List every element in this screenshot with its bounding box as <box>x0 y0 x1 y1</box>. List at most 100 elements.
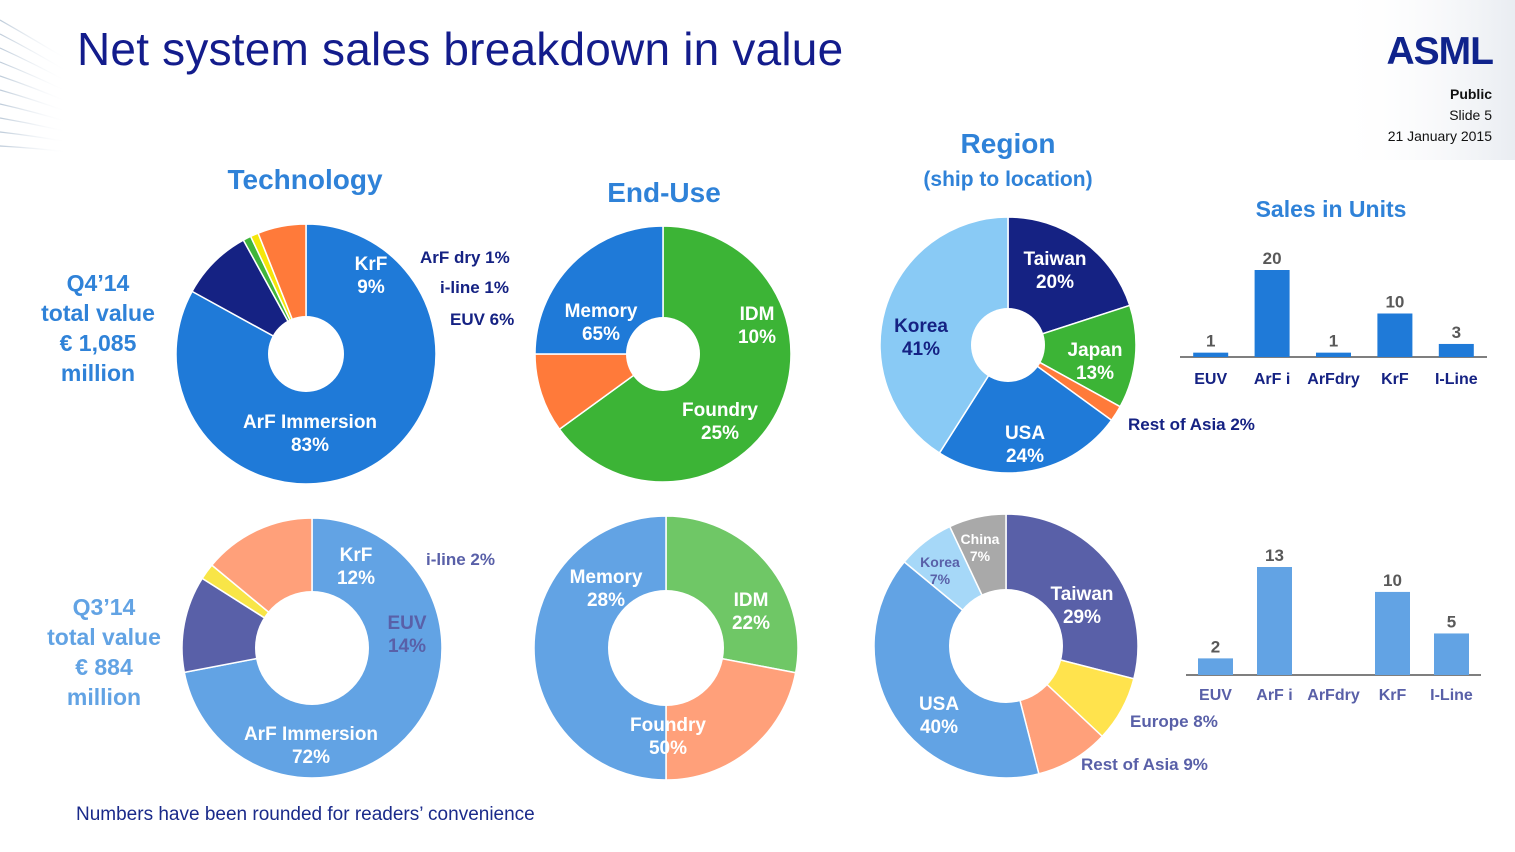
region-q4-label-line: 13% <box>1076 363 1114 384</box>
tech-q3-label-arf-immersion: ArF Immersion 72% <box>244 724 378 768</box>
tech-q3-label-line: 14% <box>388 636 426 657</box>
tech-q3-label-krf: KrF 12% <box>337 545 375 589</box>
tech-q3-label-i-line-2: i-line 2% <box>426 550 495 569</box>
region-q3-donut-hole <box>949 589 1063 703</box>
enduse-q3-label-line: 50% <box>649 738 687 759</box>
enduse-q4-donut-hole <box>626 317 700 391</box>
region-q3-label-line: Taiwan <box>1051 584 1114 605</box>
tech-q4-slice-arf-immersion <box>175 223 437 485</box>
row-label-period: Q4’14 <box>66 270 130 296</box>
enduse-q3-label-idm: IDM 22% <box>732 590 770 634</box>
units-q3-value-label-arf-i: 13 <box>1265 546 1284 565</box>
tech-q3-label-line: 12% <box>337 568 375 589</box>
region-q3-label-usa: USA 40% <box>919 694 959 738</box>
region-q3-label-line: Korea <box>920 554 960 570</box>
region-q4-label-line: Japan <box>1068 340 1123 361</box>
units-q4-value-label-krf: 10 <box>1385 293 1404 312</box>
enduse-q4-slice-idm <box>534 353 666 431</box>
enduse-q3-label-foundry: Foundry 50% <box>630 715 706 759</box>
units-q3-category-label-krf: KrF <box>1379 687 1407 704</box>
units-q3-value-label-euv: 2 <box>1211 637 1220 656</box>
units-q3-bar-krf <box>1375 591 1410 675</box>
region-q4-slice-korea <box>879 216 1009 455</box>
units-q4-bar-arfdry <box>1316 352 1351 357</box>
header-swoosh-decoration <box>0 19 69 153</box>
region-q3-label-line: 40% <box>920 717 958 738</box>
region-q4-label-line: 20% <box>1036 272 1074 293</box>
enduse-q4-label-line: 65% <box>582 324 620 345</box>
region-q4-label-line: 24% <box>1006 446 1044 467</box>
region-q4-label-line: Rest of Asia 2% <box>1128 415 1255 434</box>
region-q3-label-line: China <box>961 531 1000 547</box>
units-q4-value-label-euv: 1 <box>1206 332 1215 351</box>
units-q3-category-label-arf-i: ArF i <box>1256 687 1292 704</box>
region-q4-slice-usa <box>938 343 1113 474</box>
tech-q4-label-line: 83% <box>291 435 329 456</box>
region-q3-label-line: Rest of Asia 9% <box>1081 755 1208 774</box>
row-label-line2: total value <box>47 624 161 650</box>
page-title: Net system sales breakdown in value <box>77 23 844 75</box>
units-q4-category-label-arf-i: ArF i <box>1254 371 1290 388</box>
units-q4-bar-krf <box>1377 313 1413 357</box>
units-q3-category-label-euv: EUV <box>1199 687 1232 704</box>
asml-logo: ASML <box>1386 30 1494 73</box>
enduse-q4-label-memory: Memory 65% <box>565 301 638 345</box>
tech-q4-label-krf: KrF 9% <box>355 254 388 298</box>
region-q4-label-korea: Korea 41% <box>894 316 948 360</box>
tech-q4-label-line: KrF <box>355 254 388 275</box>
region-q3-label-taiwan: Taiwan 29% <box>1051 584 1114 628</box>
units-q4-value-label-arf-i: 20 <box>1263 249 1282 268</box>
region-q3-label-rest-of-asia-9: Rest of Asia 9% <box>1081 755 1208 774</box>
region-q4-label-line: USA <box>1005 423 1045 444</box>
enduse-q4-label-line: 10% <box>738 327 776 348</box>
units-q4-bar-arf-i <box>1254 270 1290 357</box>
region-q3-label-line: 7% <box>930 571 951 587</box>
tech-q3-label-line: KrF <box>340 545 373 566</box>
units-q3-bar-i-line <box>1434 633 1469 675</box>
slide-number: Slide 5 <box>1449 107 1492 123</box>
units-q3-value-label-krf: 10 <box>1383 571 1402 590</box>
enduse-q4-slice-foundry <box>534 225 664 355</box>
enduse-q3-donut-hole <box>608 590 724 706</box>
region-q4-donut-hole <box>971 308 1045 382</box>
header-region: Region <box>960 128 1056 159</box>
row-label-unit: million <box>66 684 142 710</box>
enduse-q3-label-line: IDM <box>734 590 769 611</box>
header-end-use: End-Use <box>607 177 721 208</box>
row-label-q4: Q4’14 total value € 1,085 million <box>41 268 155 388</box>
units-q4-bar-i-line <box>1438 343 1474 357</box>
tech-q4-label-line: EUV 6% <box>450 310 514 329</box>
enduse-q3-slice-foundry <box>533 515 667 781</box>
region-q4-label-rest-of-asia-2: Rest of Asia 2% <box>1128 415 1255 434</box>
footnote: Numbers have been rounded for readers’ c… <box>76 804 535 825</box>
units-q4-value-label-arfdry: 1 <box>1329 332 1338 351</box>
tech-q4-label-arf-dry-1: ArF dry 1% <box>420 248 510 267</box>
region-q3-label-china: China 7% <box>961 531 1000 564</box>
tech-q4-label-euv-6: EUV 6% <box>450 310 514 329</box>
tech-q4-label-line: 9% <box>357 277 385 298</box>
region-q4-slice-japan <box>1006 304 1137 408</box>
row-label-unit: million <box>60 360 136 386</box>
header-region-subtitle: (ship to location) <box>923 168 1093 191</box>
enduse-q4-label-line: IDM <box>740 304 775 325</box>
region-q4-label-taiwan: Taiwan 20% <box>1024 249 1087 293</box>
enduse-q3-label-line: Foundry <box>630 715 706 736</box>
units-q3-category-label-arfdry: ArFdry <box>1307 687 1360 704</box>
units-q4-value-label-i-line: 3 <box>1452 323 1461 342</box>
units-q4-category-label-krf: KrF <box>1381 371 1409 388</box>
row-label-period: Q3’14 <box>72 594 136 620</box>
tech-q3-donut-hole <box>255 591 369 705</box>
region-q4-label-usa: USA 24% <box>1005 423 1045 467</box>
slide-meta: Public Slide 5 21 January 2015 <box>1388 84 1492 147</box>
row-label-q3: Q3’14 total value € 884 million <box>47 592 161 712</box>
tech-q4-label-i-line-1: i-line 1% <box>440 278 509 297</box>
tech-q3-label-line: i-line 2% <box>426 550 495 569</box>
tech-q3-label-line: 72% <box>292 747 330 768</box>
classification-label: Public <box>1449 86 1492 102</box>
region-q3-label-korea: Korea 7% <box>920 554 960 587</box>
region-q3-label-line: 29% <box>1063 607 1101 628</box>
region-q3-label-line: USA <box>919 694 959 715</box>
enduse-q3-label-line: 28% <box>587 590 625 611</box>
tech-q4-label-line: ArF Immersion <box>243 412 377 433</box>
